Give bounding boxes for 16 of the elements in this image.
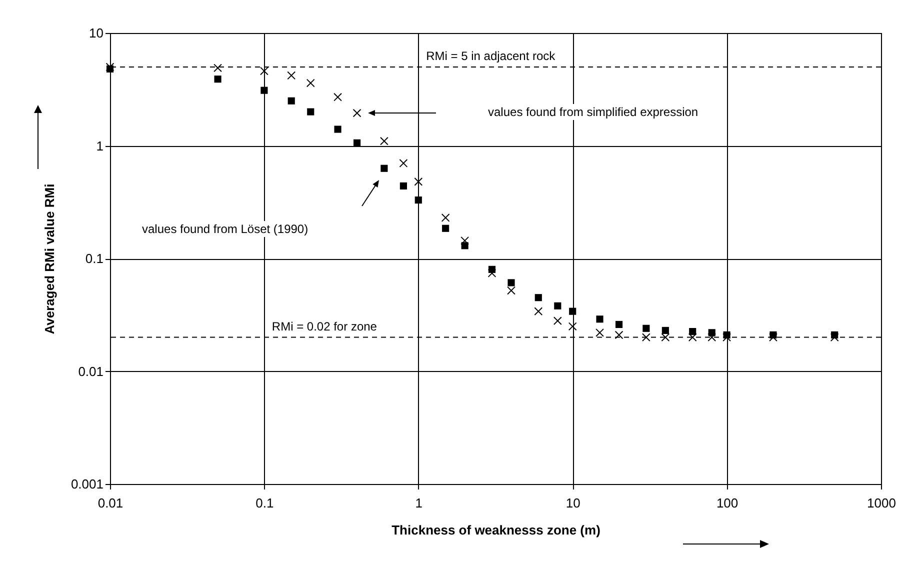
- ref-line-label: RMi = 0.02 for zone: [272, 319, 378, 334]
- y-tick-label: 0.001: [70, 476, 104, 492]
- y-tick-label: 1: [96, 138, 104, 154]
- x-axis-title: Thickness of weaknesss zone (m): [392, 522, 600, 538]
- annotation: values found from simplified expression: [486, 104, 700, 120]
- x-tick-label: 100: [716, 496, 738, 510]
- y-tick-label: 10: [89, 26, 104, 40]
- ref-line-label: RMi = 5 in adjacent rock: [426, 48, 556, 63]
- y-tick-label: 0.01: [78, 364, 104, 379]
- y-tick-label: 0.1: [85, 251, 104, 266]
- x-tick-label: 1: [415, 496, 423, 510]
- x-tick-label: 1000: [867, 496, 896, 510]
- y-axis-title: Averaged RMi value RMi: [42, 184, 57, 334]
- x-tick-label: 10: [566, 496, 580, 510]
- annotation: values found from Löset (1990): [140, 221, 310, 237]
- x-tick-label: 0.1: [256, 496, 274, 510]
